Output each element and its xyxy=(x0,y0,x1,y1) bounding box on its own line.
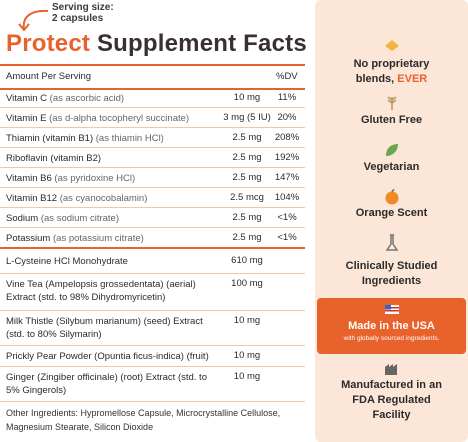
nutrient-name: Thiamin (vitamin B1) xyxy=(6,133,94,144)
nutrient-detail: (as potassium citrate) xyxy=(53,233,144,244)
table-row: Vitamin B12 (as cyanocobalamin) 2.5 mcg 10… xyxy=(0,188,305,208)
daily-value: 11% xyxy=(277,92,297,103)
nutrient-detail: (as d-alpha tocopheryl succinate) xyxy=(49,113,190,124)
amount: 10 mg xyxy=(233,371,261,382)
table-header: Amount Per Serving %DV xyxy=(0,64,305,90)
column-header: Amount Per Serving xyxy=(6,71,92,82)
icon xyxy=(385,189,399,205)
table-row: Ginger (Zingiber officinale) (root) Extr… xyxy=(0,367,305,402)
daily-value: <1% xyxy=(277,232,297,243)
nutrient-name: Vitamin C xyxy=(6,93,48,104)
amount: 2.5 mg xyxy=(232,172,262,183)
serving-label: Serving size: xyxy=(52,2,114,13)
nutrient-detail: (as ascorbic acid) xyxy=(49,93,125,104)
nutrient-name: Sodium xyxy=(6,213,39,224)
nutrient-name: Vitamin B12 xyxy=(6,193,58,204)
nutrient-name: Vitamin E xyxy=(6,113,47,124)
serving-size: Serving size: 2 capsules xyxy=(52,2,114,24)
feature: Vegetarian xyxy=(363,161,420,173)
nutrient: Vitamin B6 (as pyridoxine HCl) xyxy=(6,172,135,185)
table-row: Vitamin B6 (as pyridoxine HCl) 2.5 mg 147% xyxy=(0,168,305,188)
daily-value: 104% xyxy=(274,192,300,203)
usa-title: Made in the USA xyxy=(348,320,435,332)
nutrient-name: Potassium xyxy=(6,233,51,244)
amount: 10 mg xyxy=(233,315,261,326)
table-row: Sodium (as sodium citrate) 2.5 mg <1% xyxy=(0,208,305,228)
nutrient: Vitamin C (as ascorbic acid) xyxy=(6,92,124,105)
title-main: Supplement Facts xyxy=(96,30,307,57)
feature: Manufactured in an FDA Regulated Facilit… xyxy=(341,379,442,421)
title: Protect Supplement Facts xyxy=(6,30,307,58)
table-row: Vitamin C (as ascorbic acid) 10 mg 11% xyxy=(0,88,305,108)
amount: 2.5 mg xyxy=(232,232,262,243)
amount: 610 mg xyxy=(231,255,263,266)
feature-highlight: EVER xyxy=(397,73,428,85)
nutrient: Potassium (as potassium citrate) xyxy=(6,232,144,245)
table-row: Potassium (as potassium citrate) 2.5 mg <1… xyxy=(0,228,305,249)
arrow-icon xyxy=(18,9,49,32)
icon xyxy=(385,364,397,375)
feature: Clinically Studied Ingredients xyxy=(345,260,438,287)
ingredient-name: Vine Tea (Ampelopsis grossedentata) (aer… xyxy=(6,279,196,303)
flag-icon xyxy=(385,305,399,314)
nutrient-detail: (as thiamin HCl) xyxy=(95,133,164,144)
nutrient: Riboflavin (vitamin B2) xyxy=(6,152,101,165)
daily-value: <1% xyxy=(277,212,297,223)
daily-value: 208% xyxy=(274,132,300,143)
nutrient-name: Vitamin B6 xyxy=(6,173,52,184)
nutrient-detail: (as pyridoxine HCl) xyxy=(54,173,136,184)
title-accent: Protect xyxy=(6,30,91,57)
nutrient: Sodium (as sodium citrate) xyxy=(6,212,119,225)
column-header: %DV xyxy=(276,71,298,82)
amount: 10 mg xyxy=(233,350,261,361)
icon xyxy=(385,40,399,51)
nutrient: Thiamin (vitamin B1) (as thiamin HCl) xyxy=(6,132,164,145)
amount: 10 mg xyxy=(233,92,261,103)
feature-text: No proprietary blends, xyxy=(353,58,430,85)
amount: 2.5 mg xyxy=(232,152,262,163)
feature: No proprietary blends, EVER xyxy=(315,57,468,87)
serving-value: 2 capsules xyxy=(52,13,104,24)
amount: 2.5 mcg xyxy=(230,192,264,203)
nutrient-detail: (as sodium citrate) xyxy=(40,213,119,224)
other-ingredients: Other Ingredients: Hypromellose Capsule,… xyxy=(6,408,281,432)
icon xyxy=(385,234,399,251)
nutrient-name: Riboflavin (vitamin B2) xyxy=(6,153,102,164)
table-row: Milk Thistle (Silybum marianum) (seed) E… xyxy=(0,311,305,346)
amount: 2.5 mg xyxy=(232,132,262,143)
table-row: Thiamin (vitamin B1) (as thiamin HCl) 2.5… xyxy=(0,128,305,148)
ingredient-name: Milk Thistle (Silybum marianum) (seed) E… xyxy=(6,316,203,340)
feature-panel: No proprietary blends, EVER Gluten Free … xyxy=(315,0,468,442)
amount: 3 mg (5 IU) xyxy=(223,112,271,123)
icon xyxy=(387,96,397,110)
table-row: Vine Tea (Ampelopsis grossedentata) (aer… xyxy=(0,274,305,311)
amount: 100 mg xyxy=(231,278,263,289)
usa-subtitle: with globally sourced ingredients. xyxy=(343,335,440,342)
nutrient-detail: (as cyanocobalamin) xyxy=(59,193,148,204)
table-row: Riboflavin (vitamin B2) 2.5 mg 192% xyxy=(0,148,305,168)
ingredient-name: Ginger (Zingiber officinale) (root) Extr… xyxy=(6,372,207,396)
table-row: Prickly Pear Powder (Opuntia ficus-indic… xyxy=(0,346,305,367)
daily-value: 192% xyxy=(274,152,300,163)
daily-value: 20% xyxy=(277,112,297,123)
table-row: Vitamin E (as d-alpha tocopheryl succina… xyxy=(0,108,305,128)
ingredient-name: Prickly Pear Powder (Opuntia ficus-indic… xyxy=(6,351,209,362)
icon xyxy=(386,144,398,156)
feature: Gluten Free xyxy=(360,114,423,126)
feature: Orange Scent xyxy=(355,207,428,219)
nutrient: Vitamin B12 (as cyanocobalamin) xyxy=(6,192,147,205)
nutrient: Vitamin E (as d-alpha tocopheryl succina… xyxy=(6,112,189,125)
amount: 2.5 mg xyxy=(232,212,262,223)
ingredient-name: L-Cysteine HCl Monohydrate xyxy=(6,256,128,267)
table-row: L-Cysteine HCl Monohydrate 610 mg xyxy=(0,251,305,274)
daily-value: 147% xyxy=(274,172,300,183)
usa-badge: Made in the USA with globally sourced in… xyxy=(317,298,466,354)
